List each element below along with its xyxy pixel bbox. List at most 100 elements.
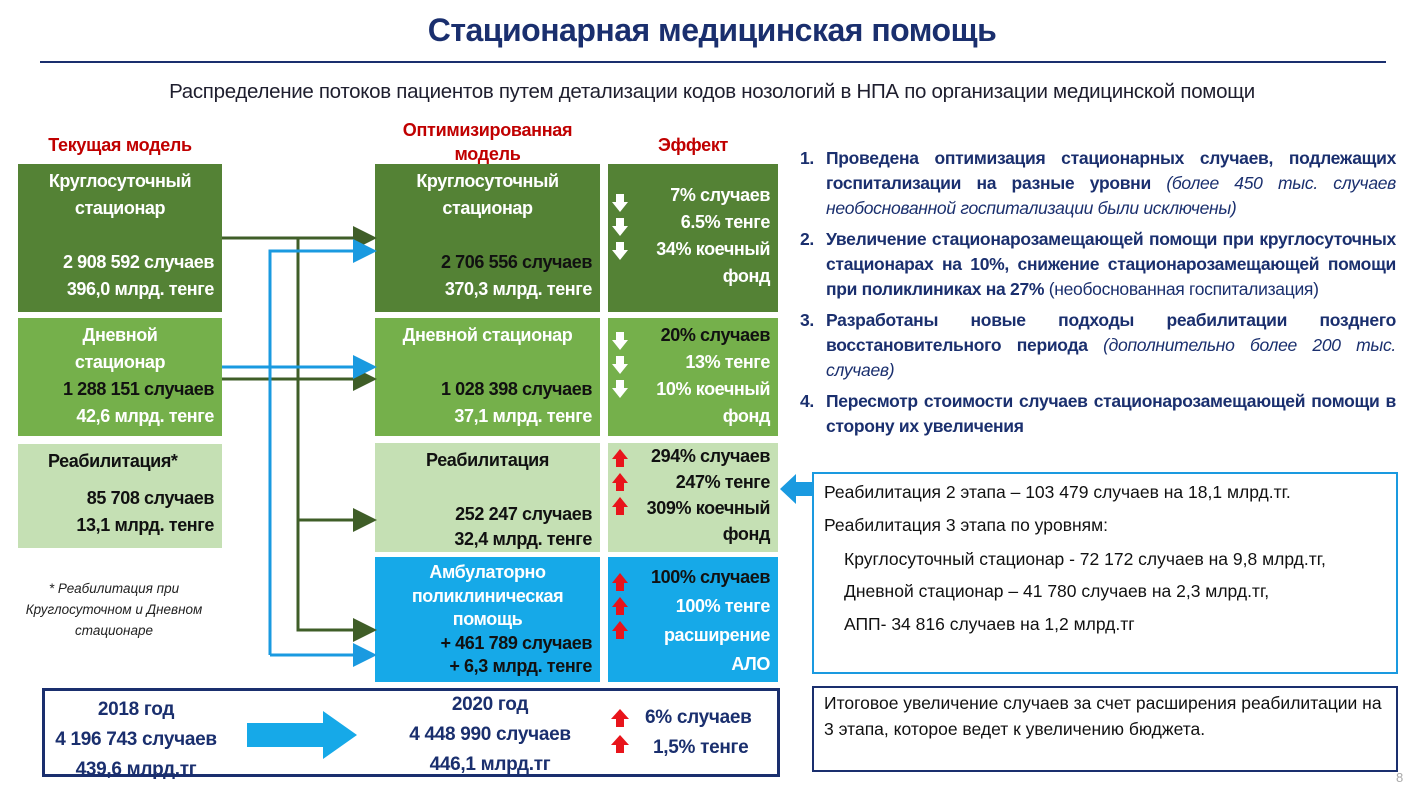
box-money: 42,6 млрд. тенге [76, 406, 214, 426]
item-note: (дополнительно более 200 тыс. случаев) [826, 335, 1396, 380]
page-title: Стационарная медицинская помощь [427, 12, 997, 48]
box-name: Реабилитация [426, 450, 549, 470]
conclusion-box: Итоговое увеличение случаев за счет расш… [812, 686, 1398, 772]
box-money: 370,3 млрд. тенге [444, 279, 593, 299]
header-optimized: Оптимизированная модель [402, 120, 573, 164]
box-cases: + 461 789 случаев [440, 632, 592, 653]
flow-green-trunk [296, 238, 377, 642]
effect-line: фонд [722, 266, 771, 286]
subtitle: Распределение потоков пациентов путем де… [169, 80, 1255, 103]
box-cases: 1 288 151 случаев [62, 379, 214, 399]
page-number: 8 [1396, 770, 1404, 785]
optimized-rehab-box: Реабилитация 252 247 случаев 32,4 млрд. … [375, 443, 600, 552]
flow-connectors [222, 226, 377, 667]
down-arrows-icon [612, 332, 628, 398]
header-current: Текущая модель [48, 135, 192, 155]
item-text: Разработаны новые подходы реабилитации п… [826, 310, 1396, 355]
cases: 4 196 743 случаев [55, 729, 217, 750]
effect-line: 13% тенге [685, 352, 770, 372]
list-item: 4. Пересмотр стоимости случаев стационаро… [800, 389, 1396, 439]
optimized-round-clock-box: Круглосуточный стационар 2 706 556 случа… [375, 164, 600, 312]
list-item: 2. Увеличение стационарозамещающей помощи… [800, 227, 1396, 302]
growth-line: 1,5% тенге [653, 737, 749, 758]
year: 2018 год [97, 699, 175, 720]
effect-line: 34% коечный [656, 239, 770, 259]
item-text: Пересмотр стоимости случаев стационароза… [826, 391, 1396, 436]
optimized-day-box: Дневной стационар 1 028 398 случаев 37,1… [375, 318, 600, 436]
box-name: Круглосуточный стационар [416, 171, 559, 218]
down-arrows-icon [612, 194, 628, 260]
item-text: Увеличение стационарозамещающей помощи п… [826, 229, 1396, 299]
summary-growth: 6% случаев 1,5% тенге [645, 703, 752, 763]
footnote: * Реабилитация при Круглосуточном и Днев… [25, 581, 203, 638]
summary-2020: 2020 год 4 448 990 случаев 446,1 млрд.тг [390, 690, 590, 780]
box-money: 13,1 млрд. тенге [76, 515, 214, 535]
effect-line: 247% тенге [675, 472, 771, 492]
item-number: 1. [800, 148, 814, 168]
effect-line: 100% случаев [651, 567, 770, 587]
item-number: 2. [800, 229, 814, 249]
box-money: + 6,3 млрд. тенге [449, 656, 592, 676]
money: 439,6 млрд.тг [75, 759, 197, 780]
box-cases: 1 028 398 случаев [440, 379, 592, 399]
effect-day: 20% случаев 13% тенге 10% коечный фонд [608, 318, 778, 436]
year: 2020 год [451, 694, 529, 715]
item-number: 3. [800, 310, 814, 330]
info-line: Реабилитация 3 этапа по уровням: [824, 515, 1109, 535]
rehab-info-box: Реабилитация 2 этапа – 103 479 случаев н… [812, 472, 1398, 674]
box-cases: 2 706 556 случаев [440, 252, 592, 272]
flow-blue-trunk [268, 239, 377, 655]
info-line: АПП- 34 816 случаев на 1,2 млрд.тг [844, 614, 1135, 634]
box-money: 37,1 млрд. тенге [454, 406, 592, 426]
effect-line: 20% случаев [660, 325, 771, 345]
header-effect: Эффект [657, 135, 729, 155]
info-line: Реабилитация 2 этапа – 103 479 случаев н… [824, 482, 1291, 502]
effect-line: фонд [722, 524, 771, 544]
info-line: Круглосуточный стационар - 72 172 случае… [844, 549, 1326, 569]
left-arrow-icon [780, 474, 814, 504]
right-arrow-icon [247, 711, 357, 759]
title-divider [40, 61, 1386, 63]
findings-list: 1. Проведена оптимизация стационарных слу… [800, 146, 1396, 445]
item-note: (более 450 тыс. случаев необоснованной г… [826, 173, 1397, 218]
info-line: Дневной стационар – 41 780 случаев на 2,… [844, 581, 1270, 601]
current-day-box: Дневной стационар 1 288 151 случаев 42,6… [18, 318, 222, 436]
effect-line: 10% коечный [656, 379, 770, 399]
effect-line: фонд [722, 406, 771, 426]
effect-line: расширение [663, 625, 770, 645]
list-item: 1. Проведена оптимизация стационарных слу… [800, 146, 1396, 221]
summary-2018: 2018 год 4 196 743 случаев 439,6 млрд.тг [45, 695, 227, 785]
box-name: Амбулаторно поликлиническая помощь [411, 562, 564, 629]
money: 446,1 млрд.тг [429, 754, 551, 775]
box-money: 32,4 млрд. тенге [454, 529, 592, 549]
optimized-ambulatory-box: Амбулаторно поликлиническая помощь + 461… [375, 557, 600, 682]
up-arrows-icon [611, 709, 629, 753]
item-number: 4. [800, 391, 814, 411]
cases: 4 448 990 случаев [409, 724, 571, 745]
growth-line: 6% случаев [645, 707, 752, 728]
effect-line: 294% случаев [651, 446, 770, 466]
effect-line: АЛО [731, 654, 770, 674]
current-round-clock-box: Круглосуточный стационар 2 908 592 случа… [18, 164, 222, 312]
summary-box: 2018 год 4 196 743 случаев 439,6 млрд.тг… [42, 688, 780, 780]
box-name: Дневной стационар [74, 325, 166, 372]
item-note: (необоснованная госпитализация) [1048, 279, 1319, 299]
list-item: 3. Разработаны новые подходы реабилитации… [800, 308, 1396, 383]
box-cases: 85 708 случаев [86, 488, 215, 508]
box-name: Дневной стационар [402, 325, 573, 345]
box-name: Круглосуточный стационар [48, 171, 192, 218]
box-name: Реабилитация* [48, 451, 178, 471]
box-cases: 2 908 592 случаев [62, 252, 214, 272]
box-money: 396,0 млрд. тенге [66, 279, 215, 299]
current-rehab-box: Реабилитация* 85 708 случаев 13,1 млрд. … [18, 444, 222, 548]
up-arrows-icon [612, 449, 628, 515]
effect-line: 7% случаев [670, 185, 770, 205]
effect-round-clock: 7% случаев 6.5% тенге 34% коечный фонд [608, 164, 778, 312]
effect-line: 6.5% тенге [680, 212, 771, 232]
up-arrows-icon [612, 573, 628, 639]
box-cases: 252 247 случаев [455, 504, 592, 524]
effect-ambulatory: 100% случаев 100% тенге расширение АЛО [608, 557, 778, 682]
effect-line: 100% тенге [675, 596, 771, 616]
effect-line: 309% коечный [646, 498, 771, 518]
item-text: Проведена оптимизация стационарных случа… [826, 148, 1396, 193]
